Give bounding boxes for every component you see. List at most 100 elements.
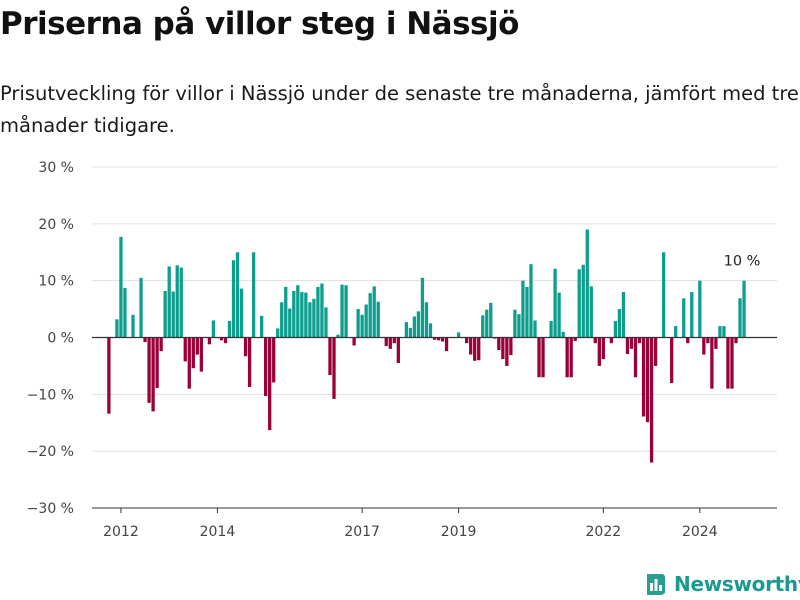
bar [276, 328, 280, 338]
bar [589, 286, 593, 338]
bar [726, 337, 730, 389]
bar [412, 316, 417, 338]
chart-title: Priserna på villor steg i Nässjö [0, 6, 519, 42]
bar [440, 337, 445, 342]
bar [581, 264, 585, 338]
y-tick-label: 20 % [38, 217, 74, 233]
y-tick-label: 10 % [38, 274, 74, 290]
bar [416, 311, 421, 338]
x-tick-label: 2012 [103, 524, 139, 540]
bar [392, 337, 396, 344]
bar [372, 286, 376, 338]
bar [131, 314, 135, 338]
bar [119, 236, 123, 338]
bar [308, 302, 312, 338]
annotations: 10 % [724, 254, 761, 270]
bar [722, 326, 726, 338]
bar [280, 302, 284, 338]
bar [557, 292, 561, 338]
bar [247, 337, 252, 387]
bar [553, 268, 557, 338]
y-tick-label: 0 % [47, 331, 74, 347]
bar [686, 337, 690, 344]
bar [320, 283, 324, 338]
bar [533, 320, 537, 338]
bar [730, 337, 734, 389]
bar [227, 321, 232, 338]
bar [171, 291, 175, 338]
bar [231, 260, 236, 338]
bar [698, 280, 702, 338]
bar [368, 293, 372, 338]
bar [251, 252, 256, 338]
bar [424, 302, 429, 338]
x-tick-label: 2014 [200, 524, 236, 540]
bar [388, 337, 392, 349]
bar [714, 337, 718, 349]
bar [625, 337, 630, 354]
bar [734, 337, 738, 344]
x-axis-labels: 2012 2014 2017 2019 2022 2024 [103, 524, 718, 540]
bar [718, 326, 722, 338]
bar [738, 298, 742, 338]
bar [444, 337, 449, 352]
bar [207, 337, 212, 345]
bar [469, 337, 473, 355]
bar [613, 321, 618, 338]
bar [195, 337, 199, 355]
bar [167, 266, 171, 338]
bar [505, 337, 509, 366]
bar [641, 337, 646, 417]
bar [219, 337, 224, 341]
bar [360, 314, 364, 338]
bar [332, 337, 336, 399]
bar [187, 337, 191, 389]
bar [489, 302, 493, 338]
bar [432, 337, 437, 340]
y-tick-label: −10 % [27, 387, 74, 403]
bar [376, 301, 380, 338]
bar [284, 286, 288, 338]
bar [653, 337, 658, 366]
bar [561, 331, 565, 338]
bar [477, 337, 481, 361]
bar [497, 337, 501, 351]
bar [629, 337, 634, 349]
bar [328, 337, 332, 376]
bar [481, 315, 485, 338]
brand-name: Newsworthy [674, 572, 800, 596]
bar [577, 269, 581, 338]
x-tick-label: 2019 [441, 524, 477, 540]
bar [115, 319, 119, 338]
bar [408, 327, 413, 338]
bar [139, 277, 143, 338]
bar [674, 326, 678, 338]
bar [312, 298, 316, 338]
bar [159, 337, 163, 352]
bar [191, 337, 195, 369]
bar [609, 337, 614, 344]
bar [645, 337, 650, 423]
brand-logo[interactable]: Newsworthy [644, 570, 800, 598]
bar [702, 337, 706, 355]
bar [513, 309, 517, 338]
bar [175, 265, 179, 338]
bar [268, 337, 272, 431]
bar [509, 337, 513, 356]
last-value-label: 10 % [724, 254, 761, 270]
bar [525, 286, 529, 338]
bar [541, 337, 545, 378]
bar [235, 252, 240, 338]
bar [304, 292, 308, 338]
bar [179, 267, 183, 338]
x-tick-label: 2024 [682, 524, 718, 540]
bar [123, 288, 127, 338]
bar [473, 337, 477, 361]
bar [272, 337, 276, 383]
bar [239, 288, 244, 338]
bar [356, 309, 360, 338]
y-tick-label: 30 % [38, 160, 74, 176]
bar [352, 337, 356, 346]
bar [163, 290, 167, 338]
